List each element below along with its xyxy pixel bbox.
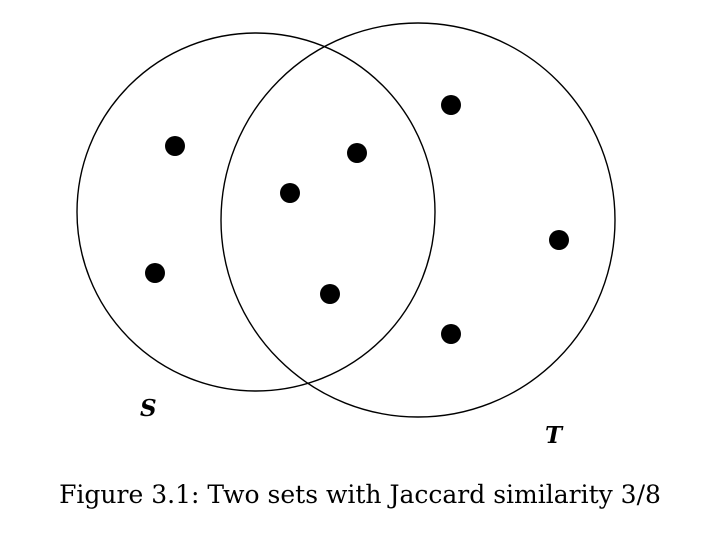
element-dot-t-only (441, 324, 461, 344)
element-dot-t-only (549, 230, 569, 250)
set-t-label: T (545, 422, 564, 449)
set-s-circle (76, 32, 436, 392)
element-dot-intersection (280, 183, 300, 203)
element-dot-s-only (145, 263, 165, 283)
figure-caption: Figure 3.1: Two sets with Jaccard simila… (59, 480, 661, 509)
set-t-circle (220, 22, 616, 418)
element-dot-intersection (320, 284, 340, 304)
element-dot-s-only (165, 136, 185, 156)
element-dot-intersection (347, 143, 367, 163)
set-s-label: S (140, 395, 157, 422)
element-dot-t-only (441, 95, 461, 115)
venn-diagram: S T (76, 22, 616, 449)
